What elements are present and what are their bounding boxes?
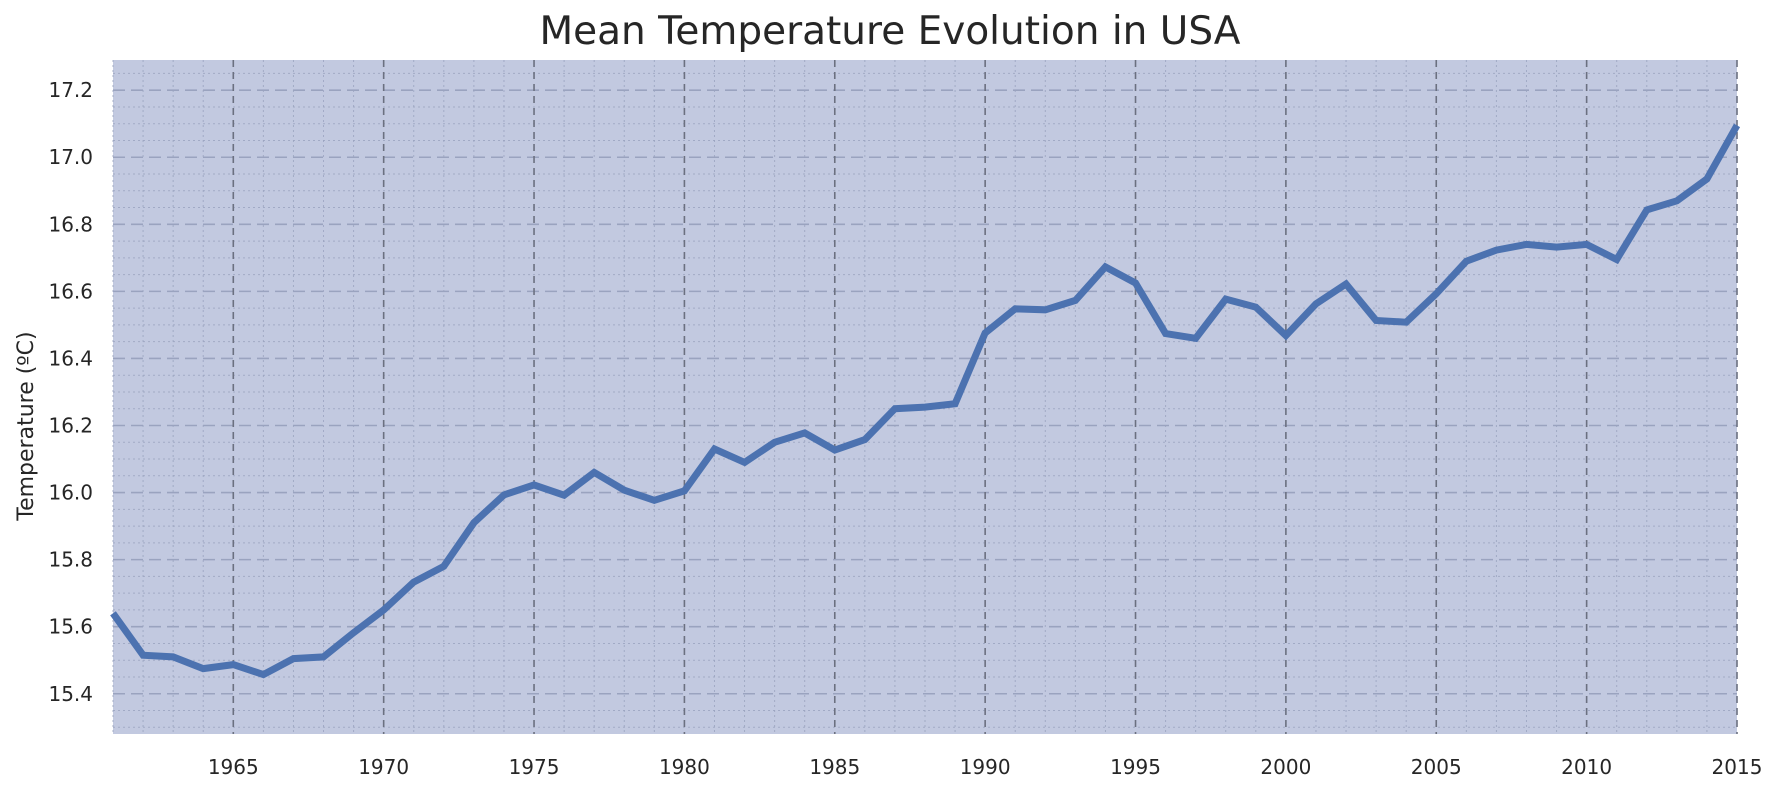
x-tick-label: 1990: [960, 755, 1011, 779]
y-tick-label: 16.4: [48, 346, 93, 370]
x-tick-label: 1965: [208, 755, 259, 779]
y-tick-label: 15.6: [48, 615, 93, 639]
x-tick-label: 2005: [1411, 755, 1462, 779]
major-gridlines: [113, 60, 1738, 734]
x-tick-label: 2000: [1260, 755, 1311, 779]
y-axis-ticks: 15.4 15.6 15.8 16.0 16.2 16.4 16.6 16.8 17.0 17.2: [48, 78, 93, 706]
y-tick-label: 15.8: [48, 548, 93, 572]
temperature-series-line: [110, 123, 1741, 679]
x-tick-label: 1970: [358, 755, 409, 779]
y-tick-label: 16.6: [48, 279, 93, 303]
y-axis-label: Temperature (ºC): [14, 331, 39, 521]
x-tick-label: 1980: [659, 755, 710, 779]
x-tick-label: 2010: [1561, 755, 1612, 779]
x-tick-label: 2015: [1712, 755, 1763, 779]
y-tick-label: 16.0: [48, 481, 93, 505]
x-tick-label: 1995: [1110, 755, 1161, 779]
x-tick-label: 1985: [809, 755, 860, 779]
y-tick-label: 17.0: [48, 145, 93, 169]
series-layer: [110, 123, 1741, 679]
y-tick-label: 16.2: [48, 414, 93, 438]
y-tick-label: 16.8: [48, 212, 93, 236]
x-tick-label: 1975: [509, 755, 560, 779]
y-tick-label: 17.2: [48, 78, 93, 102]
y-tick-label: 15.4: [48, 682, 93, 706]
x-axis-ticks: 1965 1970 1975 1980 1985 1990 1995 2000 2005 2010…: [208, 755, 1763, 779]
chart-title: Mean Temperature Evolution in USA: [540, 9, 1241, 54]
